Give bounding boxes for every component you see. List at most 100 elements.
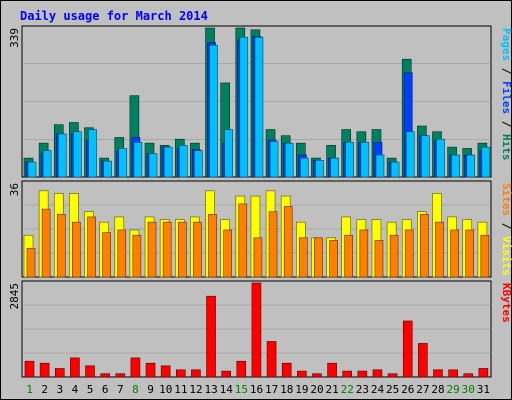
x-tick-label: 3 bbox=[57, 383, 64, 396]
bar-kbytes bbox=[221, 370, 231, 378]
bar-sites bbox=[389, 234, 399, 278]
bar-sites bbox=[465, 229, 475, 278]
bar-sites bbox=[117, 229, 127, 278]
x-tick-label: 25 bbox=[386, 383, 399, 396]
panel-pages-files-hits: 339 Pages / Files / Hits bbox=[8, 25, 512, 178]
panel-sites-visits: 36 Sites / Visits bbox=[8, 180, 512, 278]
bar-pages bbox=[375, 154, 385, 178]
x-tick-label: 14 bbox=[220, 383, 234, 396]
bar-pages bbox=[315, 159, 324, 178]
bar-kbytes bbox=[191, 369, 201, 378]
bar-pages bbox=[269, 141, 279, 178]
bar-kbytes bbox=[372, 369, 383, 378]
bar-sites bbox=[420, 214, 429, 278]
bar-pages bbox=[481, 146, 491, 178]
bar-pages bbox=[163, 146, 173, 178]
bar-pages bbox=[178, 145, 188, 178]
bar-sites bbox=[359, 229, 369, 278]
bar-kbytes bbox=[145, 362, 156, 378]
bar-kbytes bbox=[478, 368, 489, 378]
bar-pages bbox=[73, 131, 82, 178]
x-tick-label: 4 bbox=[72, 383, 79, 396]
bar-sites bbox=[404, 229, 414, 278]
x-tick-label: 19 bbox=[295, 383, 308, 396]
bar-kbytes bbox=[39, 362, 50, 378]
bar-sites bbox=[72, 221, 81, 278]
bar-kbytes bbox=[24, 360, 35, 378]
bar-pages bbox=[466, 154, 476, 178]
bar-pages bbox=[360, 141, 370, 178]
bar-kbytes bbox=[175, 369, 186, 378]
bar-sites bbox=[56, 214, 66, 278]
bar-kbytes bbox=[387, 373, 398, 378]
x-tick-label: 21 bbox=[326, 383, 339, 396]
legend-entry: / bbox=[500, 61, 512, 81]
y-max-label: 339 bbox=[8, 28, 21, 48]
bar-sites bbox=[102, 232, 111, 278]
bar-pages bbox=[254, 36, 264, 178]
x-tick-label: 27 bbox=[416, 383, 429, 396]
bar-kbytes bbox=[433, 369, 443, 378]
bar-kbytes bbox=[70, 357, 80, 378]
x-tick-label: 28 bbox=[431, 383, 444, 396]
x-tick-label: 13 bbox=[204, 383, 217, 396]
legend-label: Sites / Visits bbox=[500, 183, 512, 276]
x-tick-label: 5 bbox=[87, 383, 94, 396]
x-tick-label: 6 bbox=[102, 383, 109, 396]
legend-entry: / bbox=[500, 114, 512, 134]
x-tick-label: 15 bbox=[235, 383, 248, 396]
bar-sites bbox=[208, 214, 217, 278]
bar-kbytes bbox=[327, 362, 337, 378]
bar-pages bbox=[42, 150, 52, 178]
legend-label: Pages / Files / Hits bbox=[500, 28, 512, 161]
bar-kbytes bbox=[206, 295, 216, 378]
bar-sites bbox=[268, 211, 278, 278]
bar-sites bbox=[147, 221, 157, 278]
y-max-label: 2845 bbox=[8, 283, 21, 310]
x-tick-label: 24 bbox=[371, 383, 385, 396]
bar-pages bbox=[284, 142, 294, 178]
legend-entry: Visits bbox=[500, 236, 512, 276]
bar-pages bbox=[436, 138, 445, 178]
legend-entry: Files bbox=[500, 81, 512, 114]
bar-kbytes bbox=[236, 360, 247, 378]
x-tick-label: 23 bbox=[356, 383, 369, 396]
bar-kbytes bbox=[85, 365, 95, 378]
legend-label: KBytes bbox=[500, 283, 512, 323]
bar-kbytes bbox=[402, 320, 413, 378]
bar-sites bbox=[162, 221, 172, 278]
bar-kbytes bbox=[160, 365, 171, 378]
bar-sites bbox=[314, 237, 323, 278]
bar-sites bbox=[223, 229, 232, 278]
bar-pages bbox=[148, 153, 158, 178]
bar-sites bbox=[238, 203, 248, 278]
bar-pages bbox=[451, 154, 460, 178]
bar-pages bbox=[27, 161, 37, 178]
bar-sites bbox=[87, 216, 96, 278]
bar-kbytes bbox=[342, 370, 353, 378]
bar-kbytes bbox=[418, 343, 428, 378]
y-max-label: 36 bbox=[8, 183, 21, 196]
bar-sites bbox=[329, 240, 338, 278]
bar-kbytes bbox=[312, 373, 322, 378]
bar-kbytes bbox=[281, 362, 292, 378]
x-tick-label: 1 bbox=[26, 383, 33, 396]
legend-entry: Sites bbox=[500, 183, 512, 216]
bar-pages bbox=[88, 129, 97, 178]
x-tick-label: 29 bbox=[447, 383, 460, 396]
x-tick-label: 31 bbox=[477, 383, 490, 396]
panel-kbytes: 2845 KBytes bbox=[8, 280, 512, 378]
bar-sites bbox=[480, 234, 490, 278]
x-tick-label: 26 bbox=[401, 383, 414, 396]
bar-pages bbox=[133, 141, 143, 178]
bar-kbytes bbox=[115, 373, 126, 378]
bar-sites bbox=[253, 237, 263, 278]
bar-kbytes bbox=[266, 341, 277, 378]
x-tick-label: 2 bbox=[41, 383, 48, 396]
bar-sites bbox=[193, 221, 202, 278]
bar-kbytes bbox=[448, 369, 458, 378]
bar-pages bbox=[421, 135, 430, 178]
x-tick-label: 8 bbox=[132, 383, 139, 396]
